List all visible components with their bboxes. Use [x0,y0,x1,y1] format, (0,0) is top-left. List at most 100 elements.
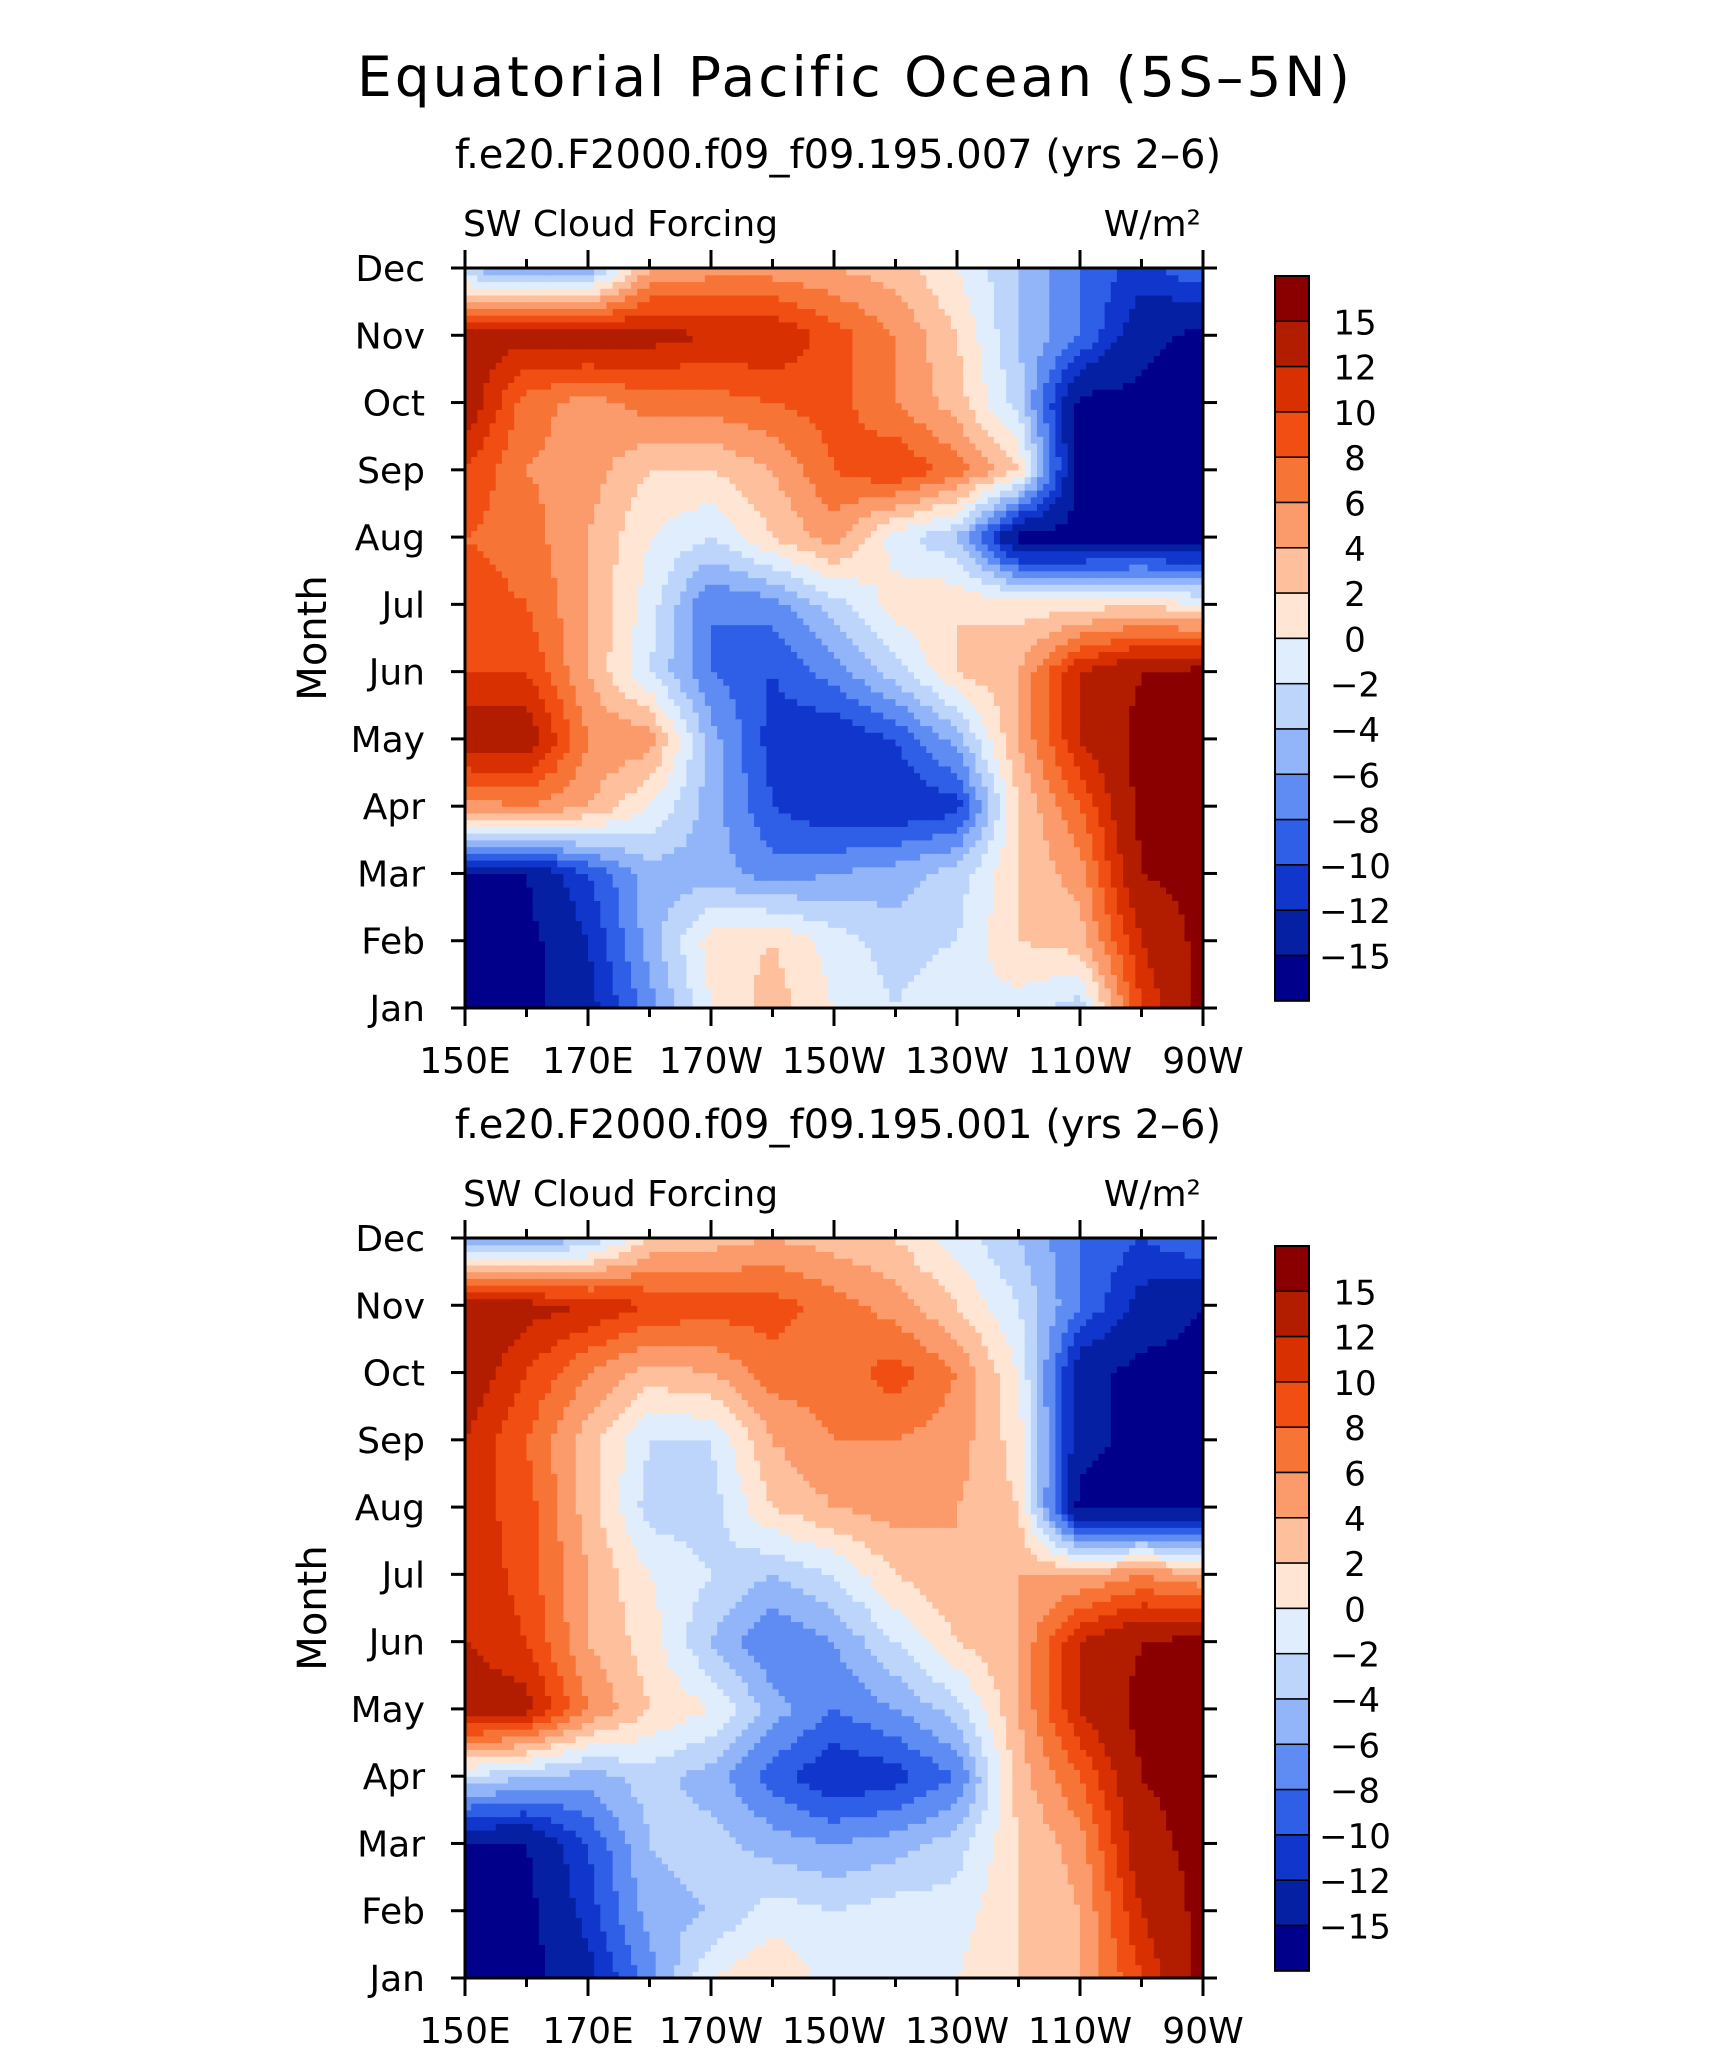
contour-cell [1092,786,1100,794]
contour-cell [889,1001,897,1009]
contour-cell [563,907,571,915]
contour-cell [1190,826,1198,834]
contour-cell [1098,981,1106,989]
contour-cell [864,853,872,861]
contour-cell [772,893,780,901]
contour-cell [840,833,847,841]
contour-cell [520,799,528,807]
contour-cell [581,947,589,955]
contour-cell [655,759,663,767]
contour-cell [913,846,921,854]
contour-cell [704,759,712,767]
contour-cell [735,806,743,814]
contour-cell [883,853,890,861]
contour-cell [514,940,521,949]
contour-cell [1067,900,1075,908]
contour-cell [1196,987,1204,996]
contour-cell [766,819,774,827]
contour-cell [987,974,995,982]
contour-cell [963,900,970,908]
contour-cell [489,725,497,733]
contour-cell [852,960,860,969]
contour-cell [1184,954,1192,962]
contour-cell [1147,806,1155,814]
contour-cell [1086,806,1093,814]
contour-cell [631,738,638,747]
contour-cell [809,812,817,821]
contour-cell [1184,819,1192,827]
contour-cell [741,994,749,1002]
contour-cell [858,913,866,922]
contour-cell [1092,833,1100,841]
contour-cell [1123,913,1130,922]
contour-cell [729,981,737,989]
contour-cell [729,738,737,747]
contour-cell [532,974,540,982]
contour-cell [889,759,897,767]
contour-cell [1067,920,1075,928]
contour-cell [569,786,577,794]
contour-cell [834,792,841,801]
contour-cell [1129,900,1136,908]
contour-cell [686,866,694,875]
contour-cell [1129,745,1136,753]
contour-cell [711,846,718,854]
contour-cell [1049,799,1056,807]
contour-cell [661,866,669,875]
contour-cell [907,860,915,868]
contour-cell [711,920,718,928]
contour-cell [913,981,921,989]
contour-cell [526,994,534,1002]
contour-cell [575,806,583,814]
contour-cell [606,940,614,949]
contour-cell [637,940,644,949]
contour-cell [1116,947,1124,955]
contour-cell [926,866,933,875]
contour-cell [1141,893,1149,901]
contour-cell [538,987,546,996]
contour-cell [526,954,534,962]
contour-cell [483,752,491,760]
contour-cell [1055,873,1063,881]
contour-cell [735,819,743,827]
contour-cell [907,745,915,753]
contour-cell [1018,819,1026,827]
contour-cell [581,839,589,848]
contour-cell [594,927,601,935]
contour-cell [1080,833,1087,841]
contour-cell [563,967,571,975]
contour-cell [643,839,651,848]
contour-cell [643,745,651,753]
contour-cell [1030,967,1038,975]
contour-cell [1116,772,1124,780]
contour-cell [846,981,854,989]
contour-cell [913,772,921,780]
contour-cell [803,806,810,814]
contour-cell [471,732,478,740]
contour-cell [538,994,546,1002]
contour-cell [1006,732,1013,740]
contour-cell [772,759,780,767]
contour-cell [1067,826,1075,834]
contour-cell [1036,860,1044,868]
contour-cell [643,725,651,733]
contour-cell [1073,1001,1081,1009]
contour-cell [870,745,878,753]
contour-cell [1129,732,1136,740]
contour-cell [754,725,761,733]
contour-cell [932,913,940,922]
contour-cell [477,907,485,915]
contour-cell [563,960,571,969]
contour-cell [1172,900,1179,908]
contour-cell [1104,947,1112,955]
contour-cell [489,960,497,969]
contour-cell [520,765,528,774]
contour-cell [643,799,651,807]
contour-cell [711,1001,718,1009]
contour-cell [987,738,995,747]
contour-cell [631,893,638,901]
contour-cell [581,738,589,747]
contour-cell [741,934,749,942]
contour-cell [483,779,491,787]
contour-cell [957,846,964,854]
